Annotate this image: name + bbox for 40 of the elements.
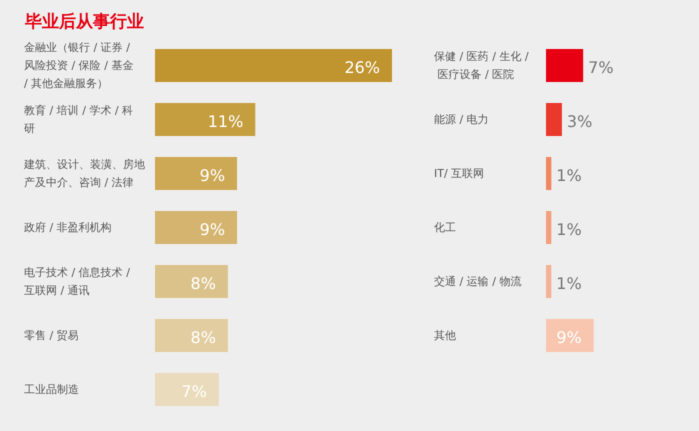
data-label: 7% [588, 58, 614, 77]
y-tick-label: 其他 [434, 328, 456, 342]
data-label: 9% [200, 166, 226, 185]
data-label: 3% [566, 112, 592, 131]
bar [155, 49, 392, 82]
bar [155, 211, 238, 244]
bar [155, 157, 238, 190]
bar [155, 265, 228, 298]
data-label: 8% [190, 274, 216, 293]
bar [546, 211, 552, 244]
y-tick-label: 电子技术 / 信息技术 / 互联网 / 通讯 [24, 266, 134, 296]
bar [155, 373, 219, 406]
data-label: 11% [208, 112, 244, 131]
data-label: 9% [200, 220, 226, 239]
chart-title: 毕业后从事行业 [25, 11, 144, 33]
bar [546, 103, 562, 136]
data-label: 1% [556, 274, 582, 293]
data-label: 9% [556, 328, 582, 347]
bar [546, 319, 594, 352]
y-tick-label: 工业品制造 [24, 382, 79, 396]
data-label: 1% [556, 220, 582, 239]
y-tick-label: 化工 [434, 220, 456, 234]
y-tick-label: IT/ 互联网 [434, 166, 484, 180]
bar [155, 319, 228, 352]
data-label: 8% [190, 328, 216, 347]
bar [546, 49, 584, 82]
bar [155, 103, 256, 136]
bar [546, 157, 552, 190]
data-label: 1% [556, 166, 582, 185]
y-tick-label: 零售 / 贸易 [24, 328, 79, 342]
y-tick-label: 交通 / 运输 / 物流 [434, 274, 522, 288]
y-tick-label: 能源 / 电力 [434, 112, 489, 126]
y-tick-label: 政府 / 非盈利机构 [24, 220, 112, 234]
y-tick-label: 保健 / 医药 / 生化 / 医疗设备 / 医院 [434, 50, 529, 80]
data-label: 7% [181, 382, 207, 401]
y-tick-label: 教育 / 培训 / 学术 / 科研 [24, 104, 134, 134]
data-label: 26% [344, 58, 380, 77]
y-tick-label: 建筑、设计、装潢、房地产及中介、咨询 / 法律 [23, 158, 145, 188]
y-tick-label: 金融业（银行 / 证券 / 风险投资 / 保险 / 基金 / 其他金融服务） [24, 40, 137, 90]
bar [546, 265, 552, 298]
